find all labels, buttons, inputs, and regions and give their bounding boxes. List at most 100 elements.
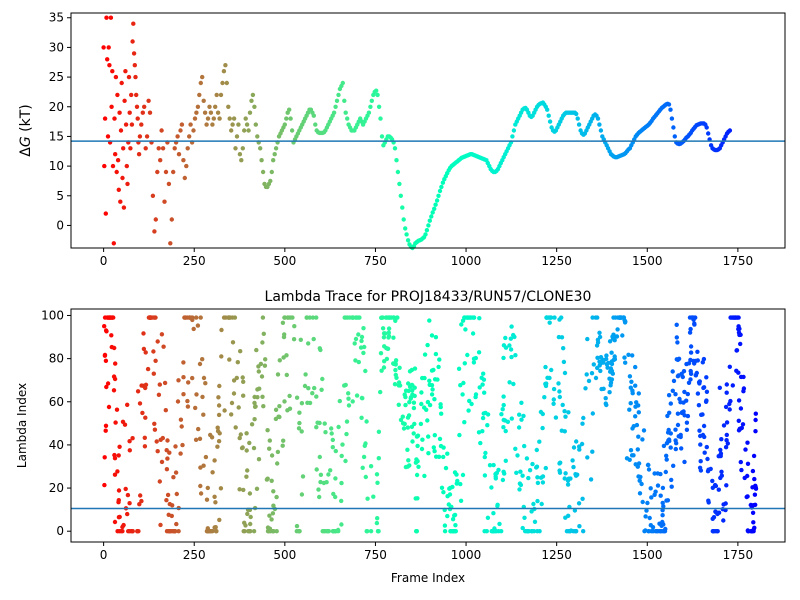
lambda-point: [441, 490, 446, 495]
lambda-point: [507, 380, 512, 385]
lambda-point: [307, 315, 312, 320]
lambda-point: [353, 358, 358, 363]
lambda-point: [252, 394, 257, 400]
delta-g-point: [273, 146, 279, 151]
lambda-point: [254, 347, 259, 353]
lambda-point: [603, 396, 608, 401]
lambda-point: [561, 359, 567, 365]
lambda-point: [442, 529, 448, 534]
lambda-point: [219, 354, 224, 359]
lambda-point: [704, 375, 709, 380]
lambda-point: [344, 431, 349, 437]
lambda-point: [145, 366, 151, 372]
lambda-point: [112, 519, 118, 525]
lambda-point: [751, 503, 756, 508]
delta-g-x-tick-label: 750: [364, 254, 387, 268]
lambda-point: [565, 482, 571, 487]
lambda-point: [386, 326, 392, 331]
lambda-point: [173, 444, 178, 449]
lambda-point: [698, 459, 703, 464]
delta-g-y-tick-label: 20: [49, 100, 64, 114]
delta-g-point: [289, 128, 295, 133]
lambda-point: [282, 332, 287, 337]
lambda-point: [660, 513, 665, 518]
delta-g-point: [284, 116, 289, 121]
lambda-point: [285, 315, 291, 320]
lambda-point: [652, 471, 657, 476]
lambda-point: [713, 510, 719, 515]
lambda-point: [745, 473, 750, 479]
lambda-point: [724, 420, 730, 425]
lambda-point: [116, 488, 122, 493]
lambda-point: [700, 432, 706, 438]
lambda-point: [557, 394, 562, 400]
lambda-point: [700, 412, 705, 417]
lambda-point: [432, 397, 437, 402]
lambda-point: [535, 475, 540, 480]
lambda-point: [201, 412, 206, 417]
delta-g-point: [331, 110, 337, 115]
delta-g-point: [668, 107, 673, 112]
lambda-point: [197, 436, 203, 441]
lambda-point: [312, 385, 317, 391]
delta-g-point: [333, 104, 338, 110]
lambda-point: [500, 407, 505, 412]
delta-g-y-tick-label: 30: [49, 40, 64, 54]
lambda-point: [371, 494, 376, 499]
lambda-point: [429, 333, 435, 338]
delta-g-point: [102, 116, 108, 121]
delta-g-point: [345, 116, 350, 121]
lambda-point: [648, 523, 653, 528]
lambda-point: [463, 327, 468, 332]
lambda-point: [730, 383, 735, 388]
lambda-point: [241, 393, 246, 398]
delta-g-x-tick-label: 1250: [541, 254, 572, 268]
lambda-point: [209, 529, 214, 534]
lambda-point: [576, 501, 582, 506]
lambda-point: [410, 439, 415, 444]
lambda-point: [686, 380, 692, 385]
lambda-point: [641, 428, 647, 433]
lambda-point: [179, 424, 184, 429]
delta-g-point: [226, 104, 231, 110]
delta-g-point: [217, 116, 222, 121]
delta-g-point: [155, 169, 160, 175]
lambda-point: [532, 519, 538, 524]
delta-g-x-tick-label: 1750: [723, 254, 754, 268]
lambda-point: [422, 473, 427, 479]
lambda-point: [109, 315, 115, 320]
delta-g-point: [429, 214, 434, 219]
lambda-point: [344, 419, 350, 424]
lambda-point: [160, 435, 165, 441]
lambda-point: [361, 326, 366, 331]
lambda-point: [378, 389, 383, 395]
delta-g-point: [334, 98, 340, 104]
lambda-point: [645, 500, 650, 506]
lambda-point: [466, 408, 471, 413]
lambda-point: [544, 381, 549, 386]
lambda-point: [169, 513, 174, 519]
lambda-point: [670, 369, 675, 374]
delta-g-point: [158, 158, 163, 163]
lambda-point: [165, 456, 170, 461]
lambda-point: [723, 445, 729, 450]
lambda-point: [382, 359, 387, 364]
lambda-point: [675, 422, 681, 428]
delta-g-point: [576, 122, 582, 127]
delta-g-point: [374, 88, 379, 93]
delta-g-x-tick-label: 1500: [632, 254, 663, 268]
delta-g-point: [595, 116, 601, 121]
lambda-point: [394, 315, 400, 320]
lambda-point: [452, 470, 458, 475]
lambda-point: [120, 524, 125, 530]
lambda-point: [640, 437, 645, 442]
delta-g-point: [242, 128, 247, 133]
delta-g-point: [134, 104, 140, 110]
lambda-point: [626, 352, 631, 357]
lambda-point: [318, 479, 323, 485]
delta-g-point: [103, 211, 109, 216]
lambda-point: [418, 421, 424, 427]
lambda-point: [180, 442, 185, 448]
delta-g-point: [398, 193, 403, 198]
lambda-point: [689, 315, 694, 320]
